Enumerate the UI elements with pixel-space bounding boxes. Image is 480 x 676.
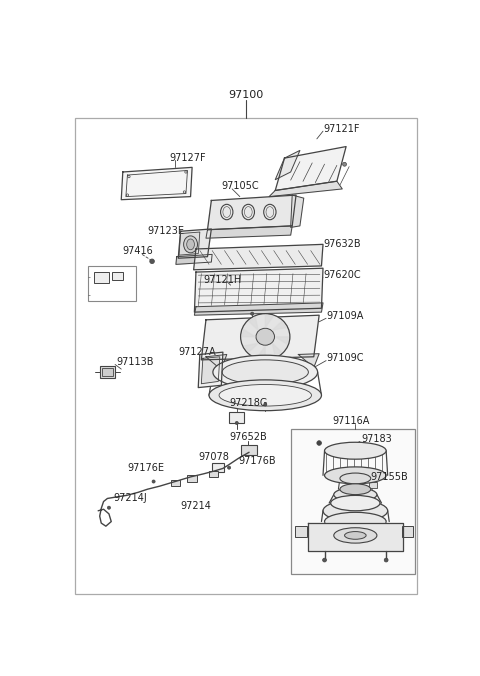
Ellipse shape: [184, 236, 197, 253]
Polygon shape: [242, 329, 255, 337]
Polygon shape: [308, 523, 403, 551]
Ellipse shape: [384, 558, 388, 562]
Ellipse shape: [187, 239, 194, 249]
Ellipse shape: [213, 356, 318, 389]
Polygon shape: [194, 268, 323, 312]
Polygon shape: [265, 315, 273, 327]
Ellipse shape: [334, 487, 377, 502]
Bar: [212, 463, 225, 472]
Bar: [209, 470, 218, 477]
Bar: [100, 366, 115, 379]
Polygon shape: [269, 181, 342, 197]
Ellipse shape: [343, 162, 347, 166]
Bar: [188, 475, 197, 481]
Bar: [295, 526, 307, 537]
Bar: [112, 272, 123, 280]
Text: 97123E: 97123E: [147, 226, 184, 235]
Polygon shape: [201, 315, 319, 360]
Polygon shape: [244, 343, 258, 352]
Text: 97176E: 97176E: [127, 462, 165, 473]
Ellipse shape: [240, 314, 290, 360]
Ellipse shape: [264, 403, 267, 406]
Polygon shape: [272, 343, 282, 356]
Polygon shape: [198, 352, 223, 387]
Bar: [241, 445, 257, 456]
Ellipse shape: [222, 360, 308, 385]
Polygon shape: [121, 168, 192, 199]
Ellipse shape: [340, 484, 371, 495]
Polygon shape: [178, 229, 211, 258]
Ellipse shape: [345, 531, 366, 539]
Polygon shape: [176, 254, 212, 264]
Text: 97109C: 97109C: [327, 354, 364, 363]
Ellipse shape: [324, 467, 386, 484]
Bar: [402, 526, 413, 537]
Text: 97218G: 97218G: [229, 398, 267, 408]
Text: 97176B: 97176B: [238, 456, 276, 466]
Ellipse shape: [152, 480, 155, 483]
Polygon shape: [193, 244, 323, 270]
Polygon shape: [207, 195, 296, 230]
Text: 97620C: 97620C: [323, 270, 360, 280]
Polygon shape: [201, 357, 220, 384]
Ellipse shape: [108, 506, 110, 509]
Ellipse shape: [317, 441, 322, 445]
Ellipse shape: [331, 496, 380, 511]
Text: 97078: 97078: [198, 452, 229, 462]
Bar: [94, 272, 109, 283]
Bar: [102, 368, 113, 376]
Polygon shape: [257, 346, 265, 358]
Text: 97121F: 97121F: [323, 124, 360, 134]
Bar: [88, 266, 136, 301]
Text: 97116A: 97116A: [332, 416, 370, 427]
Polygon shape: [206, 354, 227, 370]
Text: 97127A: 97127A: [178, 347, 216, 357]
Text: 97416: 97416: [123, 245, 154, 256]
Text: 97105C: 97105C: [221, 181, 259, 191]
Text: 97113B: 97113B: [117, 357, 154, 367]
Text: 97155B: 97155B: [371, 472, 408, 482]
Text: 97127F: 97127F: [169, 153, 205, 163]
Ellipse shape: [209, 380, 322, 411]
Ellipse shape: [235, 421, 238, 425]
Bar: [291, 429, 415, 574]
Ellipse shape: [228, 466, 230, 469]
Ellipse shape: [323, 558, 326, 562]
Ellipse shape: [323, 500, 388, 522]
Bar: [229, 412, 244, 423]
Polygon shape: [299, 354, 319, 368]
Polygon shape: [275, 151, 300, 180]
Text: 97214: 97214: [180, 501, 211, 511]
Text: 97632B: 97632B: [323, 239, 360, 249]
Text: 97652B: 97652B: [229, 432, 267, 442]
Polygon shape: [275, 337, 288, 344]
Text: 97121H: 97121H: [204, 274, 242, 285]
Polygon shape: [275, 147, 346, 191]
Ellipse shape: [219, 385, 312, 406]
Text: 97214J: 97214J: [114, 493, 147, 504]
Polygon shape: [272, 322, 286, 331]
Ellipse shape: [251, 312, 254, 315]
Ellipse shape: [324, 512, 386, 531]
Bar: [369, 481, 377, 487]
Polygon shape: [194, 303, 323, 315]
Polygon shape: [249, 317, 258, 331]
Polygon shape: [179, 232, 200, 255]
Polygon shape: [206, 226, 292, 238]
Ellipse shape: [334, 528, 377, 543]
Ellipse shape: [150, 259, 155, 264]
Text: 97109A: 97109A: [327, 311, 364, 321]
Polygon shape: [291, 195, 304, 227]
Ellipse shape: [324, 442, 386, 459]
Ellipse shape: [256, 329, 275, 345]
Ellipse shape: [340, 473, 371, 484]
Text: 97183: 97183: [361, 434, 392, 444]
Bar: [170, 480, 180, 486]
Text: 97100: 97100: [228, 90, 264, 100]
